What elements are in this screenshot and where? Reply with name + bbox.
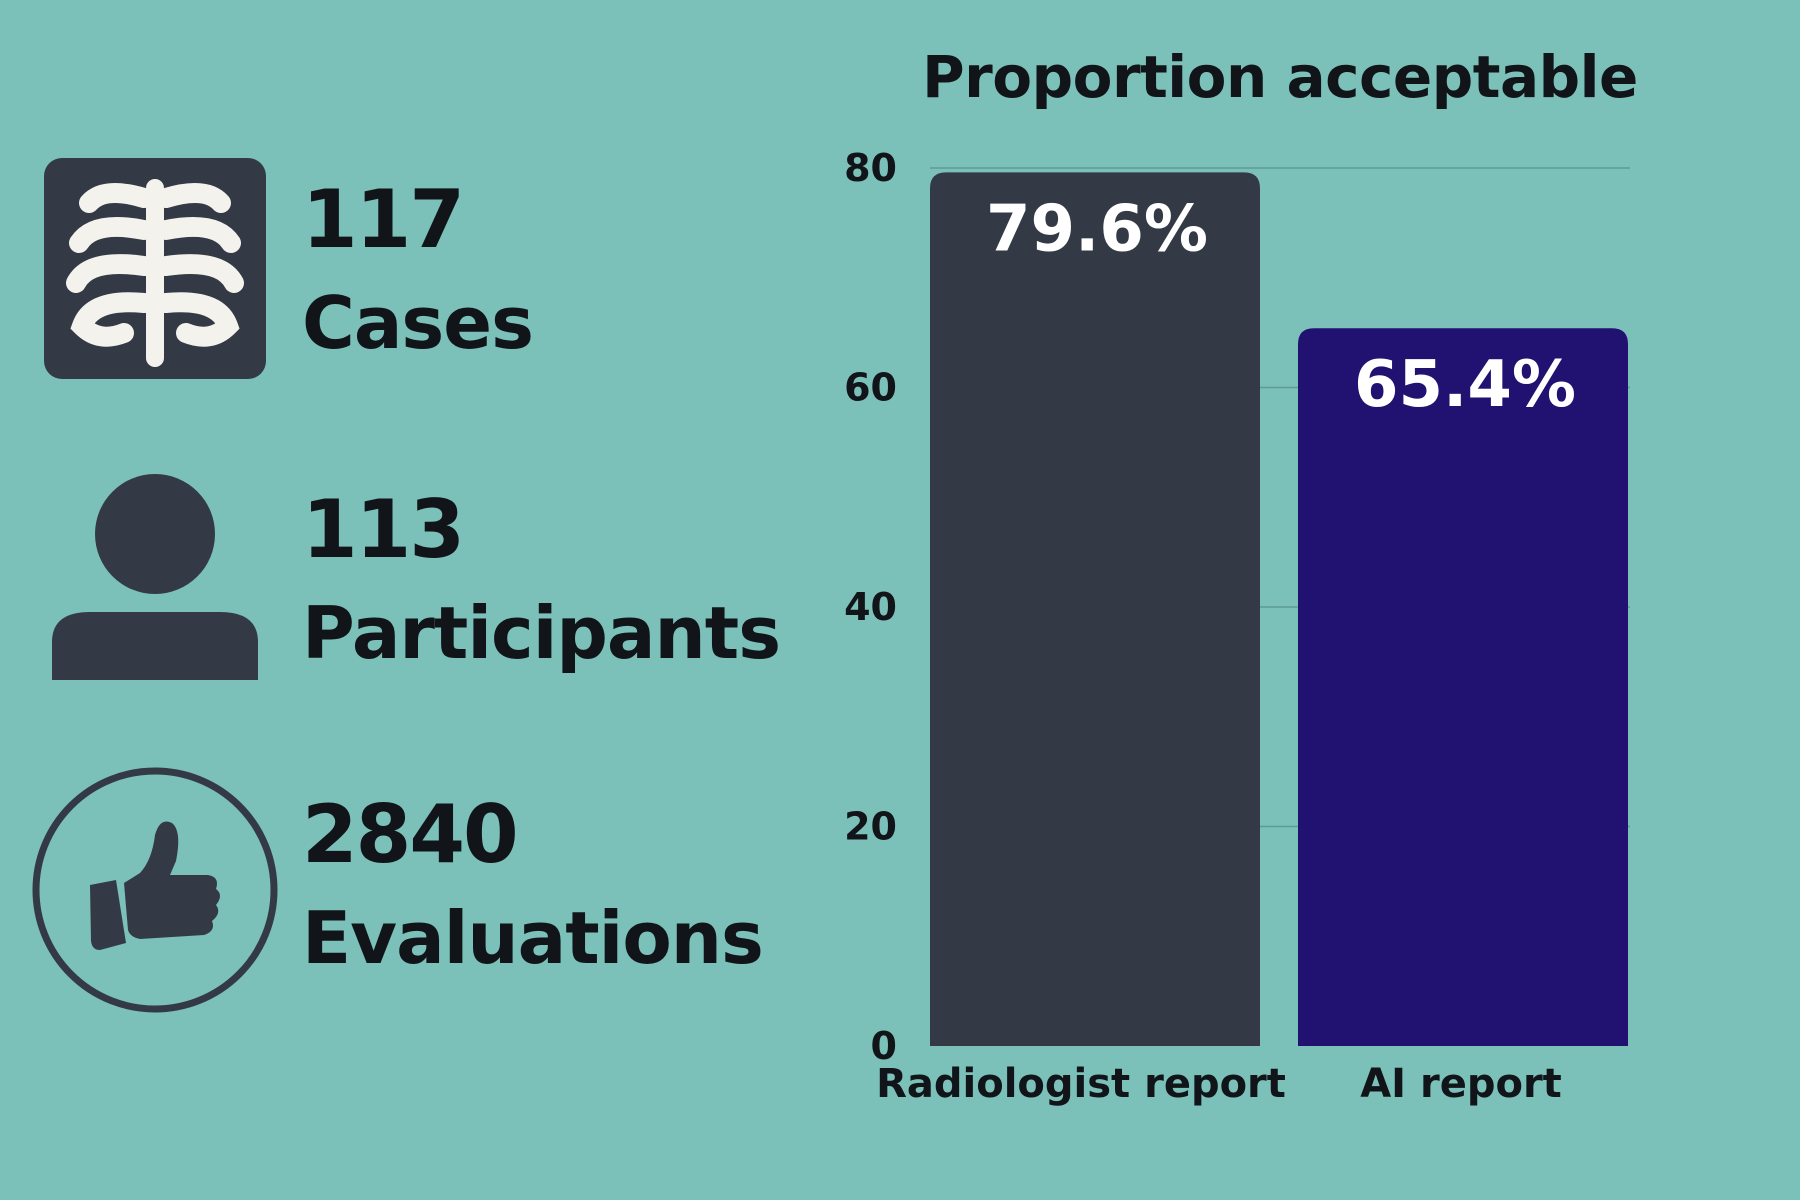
cases-label: Cases bbox=[302, 281, 534, 365]
ribcage-icon bbox=[44, 158, 266, 379]
chart-title: Proportion acceptable bbox=[922, 43, 1638, 111]
stat-participants: 113 Participants bbox=[0, 460, 781, 700]
participants-label: Participants bbox=[302, 591, 781, 675]
evaluations-label: Evaluations bbox=[302, 896, 764, 980]
y-tick-label: 60 bbox=[844, 366, 897, 410]
data-label: 79.6% bbox=[986, 192, 1208, 266]
y-tick-label: 80 bbox=[844, 146, 897, 190]
category-label: Radiologist report bbox=[876, 1061, 1286, 1107]
bar-radiologist-report bbox=[930, 172, 1260, 1046]
stat-evaluations: 2840 Evaluations bbox=[0, 765, 780, 1013]
y-tick-label: 0 bbox=[871, 1024, 897, 1068]
cases-count: 117 bbox=[302, 173, 465, 266]
bar-ai-report bbox=[1298, 328, 1628, 1046]
thumbs-up-icon bbox=[30, 765, 280, 1015]
y-tick-label: 40 bbox=[844, 585, 897, 629]
stat-cases: 117 Cases bbox=[0, 150, 780, 390]
y-tick-label: 20 bbox=[844, 805, 897, 849]
data-label: 65.4% bbox=[1354, 348, 1576, 422]
category-label: AI report bbox=[1360, 1061, 1562, 1107]
evaluations-count: 2840 bbox=[302, 788, 519, 881]
person-icon bbox=[50, 472, 260, 682]
participants-count: 113 bbox=[302, 483, 465, 576]
